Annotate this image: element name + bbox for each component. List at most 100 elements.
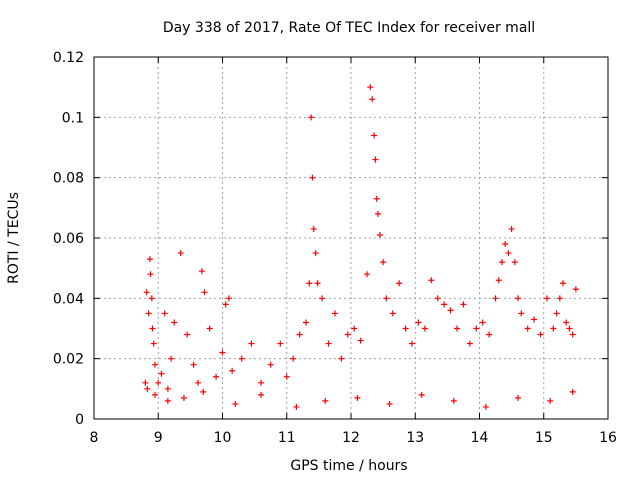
data-point <box>563 319 570 326</box>
data-point <box>267 361 274 368</box>
axis-ticks: 8 9 10 11 12 13 14 15 16 0 0.02 0.04 0.06 0.08 0.1 0.12 <box>53 50 617 446</box>
data-point <box>306 280 313 287</box>
data-point <box>498 259 505 266</box>
data-point <box>184 331 191 338</box>
data-point <box>486 331 493 338</box>
data-point <box>150 340 157 347</box>
data-point <box>508 225 515 232</box>
data-point <box>367 84 374 91</box>
data-point <box>371 132 378 139</box>
grid <box>94 57 608 419</box>
data-point <box>502 241 509 248</box>
data-point <box>376 231 383 238</box>
x-tick-label: 10 <box>214 430 232 446</box>
data-point <box>383 295 390 302</box>
data-point <box>447 307 454 314</box>
data-point <box>206 325 213 332</box>
data-point <box>547 397 554 404</box>
data-point <box>518 310 525 317</box>
data-point <box>344 331 351 338</box>
data-point <box>402 325 409 332</box>
data-point <box>428 277 435 284</box>
data-point <box>569 388 576 395</box>
data-point <box>171 319 178 326</box>
data-point <box>283 373 290 380</box>
data-point <box>537 331 544 338</box>
data-point <box>566 325 573 332</box>
data-point <box>531 316 538 323</box>
data-point <box>213 373 220 380</box>
data-point <box>258 379 265 386</box>
data-point <box>450 397 457 404</box>
data-point <box>550 325 557 332</box>
data-point <box>180 394 187 401</box>
data-point <box>482 403 489 410</box>
y-tick-label: 0 <box>75 412 84 428</box>
y-tick-label: 0.04 <box>53 291 84 307</box>
data-point <box>155 379 162 386</box>
data-point <box>146 256 153 263</box>
data-point <box>374 210 381 217</box>
data-point <box>152 361 159 368</box>
data-point <box>248 340 255 347</box>
data-point <box>290 355 297 362</box>
data-point <box>322 397 329 404</box>
x-tick-label: 13 <box>406 430 424 446</box>
data-point <box>380 259 387 266</box>
data-point <box>201 289 208 296</box>
data-point <box>319 295 326 302</box>
data-point <box>495 277 502 284</box>
data-point <box>152 391 159 398</box>
x-tick-label: 14 <box>471 430 489 446</box>
y-axis-label: ROTI / TECUs <box>6 192 22 284</box>
data-point <box>232 400 239 407</box>
data-point <box>314 280 321 287</box>
x-tick-label: 11 <box>278 430 296 446</box>
data-point <box>351 325 358 332</box>
data-point <box>572 286 579 293</box>
data-point <box>190 361 197 368</box>
data-point <box>225 295 232 302</box>
data-point <box>338 355 345 362</box>
data-point <box>222 301 229 308</box>
data-point <box>373 195 380 202</box>
data-point <box>158 370 165 377</box>
data-point <box>331 310 338 317</box>
data-point <box>144 385 151 392</box>
y-tick-label: 0.12 <box>53 50 84 66</box>
data-point <box>415 319 422 326</box>
x-axis-label: GPS time / hours <box>290 458 407 474</box>
data-point <box>434 295 441 302</box>
data-point <box>492 295 499 302</box>
data-point <box>168 355 175 362</box>
data-point <box>409 340 416 347</box>
data-point <box>310 225 317 232</box>
data-point <box>357 337 364 344</box>
data-point <box>515 295 522 302</box>
data-point <box>560 280 567 287</box>
data-point <box>441 301 448 308</box>
data-point <box>569 331 576 338</box>
data-point <box>148 295 155 302</box>
data-point <box>164 385 171 392</box>
data-point <box>396 280 403 287</box>
data-point <box>200 388 207 395</box>
data-point <box>177 250 184 257</box>
data-point <box>293 403 300 410</box>
data-point <box>161 310 168 317</box>
data-point <box>303 319 310 326</box>
data-point <box>325 340 332 347</box>
data-point <box>466 340 473 347</box>
data-point <box>309 174 316 181</box>
data-point <box>238 355 245 362</box>
data-point <box>505 250 512 257</box>
data-point <box>418 391 425 398</box>
y-tick-label: 0.1 <box>62 110 84 126</box>
y-tick-label: 0.06 <box>53 231 84 247</box>
x-tick-label: 16 <box>599 430 617 446</box>
data-point <box>556 295 563 302</box>
x-tick-label: 15 <box>535 430 553 446</box>
y-tick-label: 0.02 <box>53 352 84 368</box>
data-point <box>473 325 480 332</box>
